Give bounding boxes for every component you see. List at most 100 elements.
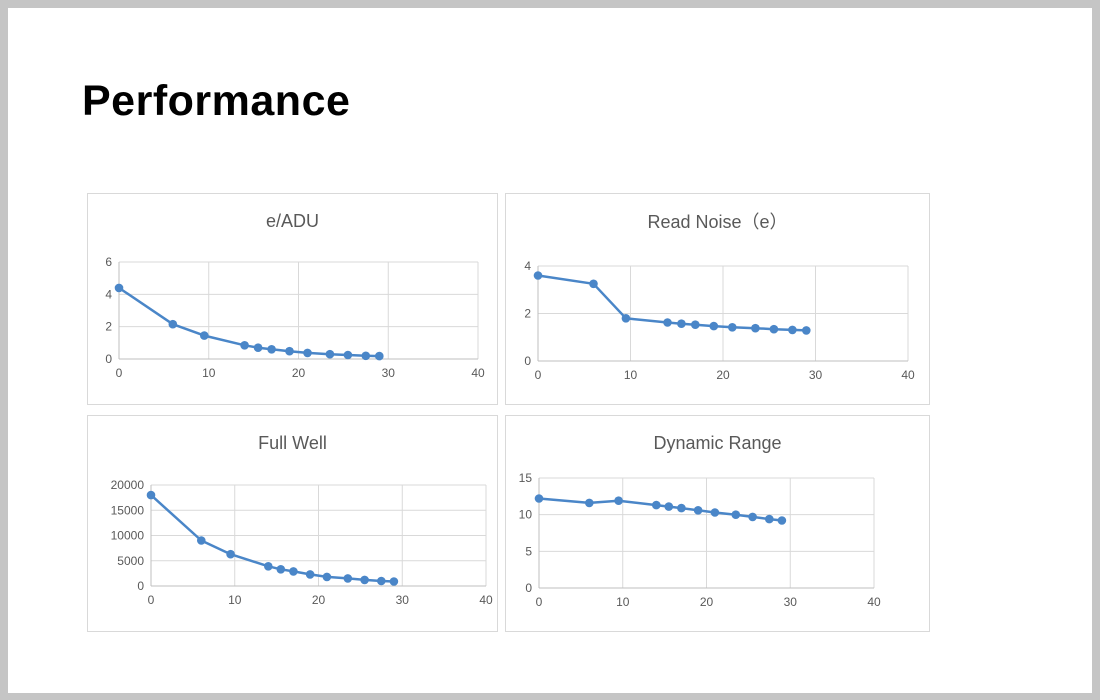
series-line [536, 274, 808, 332]
data-point-marker [614, 496, 623, 505]
data-point-marker [664, 502, 674, 511]
y-tick-label: 10000 [111, 529, 145, 543]
y-tick-label: 0 [525, 581, 532, 595]
y-tick-label: 5 [525, 544, 532, 558]
data-point-marker [748, 512, 757, 522]
data-point-marker [691, 320, 700, 329]
series-line [149, 493, 396, 583]
data-point-marker [802, 326, 811, 335]
x-tick-label: 0 [535, 368, 542, 382]
y-tick-label: 5000 [117, 554, 144, 568]
data-point-marker [677, 503, 686, 513]
data-point-marker [663, 318, 672, 327]
data-point-marker [322, 572, 332, 582]
data-point-marker [777, 516, 787, 525]
chart-card-full-well: Full Well 0 5000 10000 15000 20000 0 10 20 30 40 [87, 415, 498, 632]
data-point-marker [343, 350, 353, 360]
x-tick-label: 30 [784, 595, 798, 609]
chart-title-full-well: Full Well [258, 432, 327, 453]
y-tick-label: 0 [524, 354, 531, 368]
x-tick-label: 40 [901, 368, 915, 382]
y-tick-label: 6 [105, 255, 112, 269]
y-tick-label: 10 [519, 508, 533, 522]
data-point-marker [389, 577, 399, 586]
data-point-marker [267, 345, 276, 354]
data-point-marker [343, 574, 353, 583]
data-point-marker [751, 323, 760, 333]
chart-plot-full-well: 0 5000 10000 15000 20000 0 10 20 30 40 [111, 478, 493, 607]
data-point-marker [709, 321, 719, 331]
y-tick-label: 15000 [111, 503, 145, 517]
x-tick-label: 30 [382, 366, 396, 380]
y-tick-label: 0 [105, 352, 112, 366]
data-point-marker [226, 549, 235, 559]
data-point-marker [264, 562, 273, 571]
x-tick-label: 10 [624, 368, 638, 382]
y-tick-label: 15 [519, 471, 533, 485]
data-point-marker [360, 575, 369, 585]
y-tick-label: 0 [137, 579, 144, 593]
x-tick-label: 40 [479, 593, 493, 607]
data-point-marker [652, 500, 661, 510]
data-point-marker [693, 506, 703, 515]
slide-title: Performance [82, 77, 351, 125]
data-point-marker [240, 341, 249, 350]
y-tick-label: 20000 [111, 478, 145, 492]
x-tick-label: 0 [536, 595, 543, 609]
series-line [537, 497, 784, 522]
chart-plot-e-adu: 0 2 4 6 0 10 20 30 40 [105, 255, 485, 380]
data-point-marker [788, 325, 797, 335]
data-point-marker [289, 567, 298, 576]
data-point-marker [769, 324, 779, 334]
data-point-marker [253, 343, 263, 352]
x-tick-label: 0 [116, 366, 123, 380]
chart-plot-dynamic-range: 0 5 10 15 0 10 20 30 40 [519, 471, 881, 609]
data-point-marker [305, 570, 315, 579]
x-tick-label: 30 [809, 368, 823, 382]
data-point-marker [377, 576, 386, 586]
data-point-marker [765, 514, 774, 524]
data-point-marker [677, 319, 686, 328]
data-point-marker [285, 346, 294, 356]
x-tick-label: 10 [228, 593, 242, 607]
chart-card-read-noise: Read Noise（e） 0 2 4 0 10 20 30 40 [505, 193, 930, 405]
x-tick-label: 20 [716, 368, 730, 382]
data-point-marker [146, 490, 156, 500]
data-point-marker [710, 508, 720, 517]
x-tick-label: 40 [471, 366, 485, 380]
x-tick-label: 0 [148, 593, 155, 607]
slide: Performance e/ADU 0 2 4 6 0 10 20 30 40 Read Noi… [8, 8, 1092, 693]
data-point-marker [200, 331, 209, 340]
x-tick-label: 30 [396, 593, 410, 607]
x-tick-label: 20 [700, 595, 714, 609]
series-line [117, 286, 381, 358]
data-point-marker [276, 565, 286, 574]
x-tick-label: 20 [312, 593, 326, 607]
data-point-marker [325, 349, 335, 359]
x-tick-label: 40 [867, 595, 881, 609]
y-tick-label: 2 [105, 320, 112, 334]
x-tick-label: 10 [616, 595, 630, 609]
y-tick-label: 4 [105, 287, 112, 301]
chart-card-e-adu: e/ADU 0 2 4 6 0 10 20 30 40 [87, 193, 498, 405]
data-point-marker [168, 319, 178, 329]
x-tick-label: 10 [202, 366, 216, 380]
chart-title-dynamic-range: Dynamic Range [653, 432, 782, 453]
chart-title-read-noise: Read Noise（e） [647, 212, 788, 232]
y-tick-label: 4 [524, 259, 531, 273]
data-point-marker [197, 536, 206, 545]
data-point-marker [585, 498, 594, 508]
data-point-marker [533, 271, 543, 280]
data-point-marker [728, 323, 737, 332]
data-point-marker [114, 283, 124, 293]
chart-title-e-adu: e/ADU [265, 210, 319, 231]
data-point-marker [375, 351, 384, 361]
data-point-marker [589, 279, 598, 289]
data-point-marker [621, 314, 631, 323]
x-tick-label: 20 [292, 366, 306, 380]
data-point-marker [731, 510, 741, 519]
chart-card-dynamic-range: Dynamic Range 0 5 10 15 0 10 20 30 40 [505, 415, 930, 632]
data-point-marker [534, 494, 544, 503]
data-point-marker [361, 351, 371, 361]
